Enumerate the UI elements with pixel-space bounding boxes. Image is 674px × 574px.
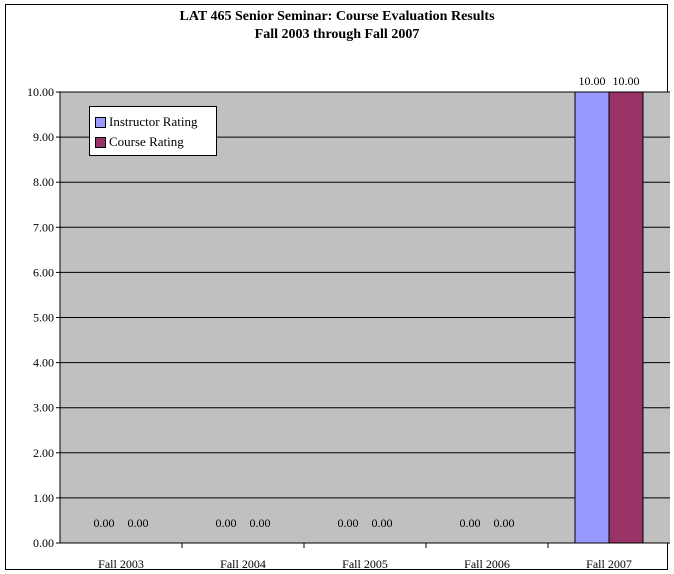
chart-subtitle: Fall 2003 through Fall 2007 (254, 27, 420, 42)
y-tick-label: 0.00 (33, 536, 54, 550)
data-label: 10.00 (579, 74, 606, 88)
legend-swatch-course (95, 136, 106, 148)
y-tick-label: 4.00 (33, 356, 54, 370)
data-label: 0.00 (338, 516, 359, 530)
x-tick-label: Fall 2003 (98, 557, 144, 571)
data-label: 0.00 (494, 516, 515, 530)
y-tick-label: 6.00 (33, 265, 54, 279)
chart-legend: Instructor Rating Course Rating (89, 106, 217, 156)
y-tick-label: 7.00 (33, 220, 54, 234)
chart-title-block: LAT 465 Senior Seminar: Course Evaluatio… (0, 8, 674, 44)
x-tick-label: Fall 2006 (464, 557, 510, 571)
data-label: 0.00 (216, 516, 237, 530)
y-tick-label: 1.00 (33, 491, 54, 505)
y-tick-label: 8.00 (33, 175, 54, 189)
legend-item-course: Course Rating (95, 134, 184, 150)
legend-swatch-instructor (95, 116, 106, 128)
legend-label-course: Course Rating (109, 134, 184, 149)
data-label: 0.00 (250, 516, 271, 530)
data-label: 10.00 (613, 74, 640, 88)
legend-label-instructor: Instructor Rating (109, 114, 198, 129)
y-tick-label: 10.00 (27, 85, 54, 99)
y-tick-label: 5.00 (33, 311, 54, 325)
bar-course-rating (608, 91, 644, 544)
data-label: 0.00 (128, 516, 149, 530)
chart-title: LAT 465 Senior Seminar: Course Evaluatio… (179, 9, 495, 24)
data-label: 0.00 (460, 516, 481, 530)
bar-instructor-rating (574, 91, 610, 544)
x-tick-label: Fall 2007 (586, 557, 632, 571)
y-tick-label: 3.00 (33, 401, 54, 415)
x-tick-label: Fall 2005 (342, 557, 388, 571)
data-label: 0.00 (372, 516, 393, 530)
y-tick-label: 2.00 (33, 446, 54, 460)
data-label: 0.00 (94, 516, 115, 530)
x-tick-label: Fall 2004 (220, 557, 266, 571)
legend-item-instructor: Instructor Rating (95, 114, 197, 130)
y-tick-label: 9.00 (33, 130, 54, 144)
